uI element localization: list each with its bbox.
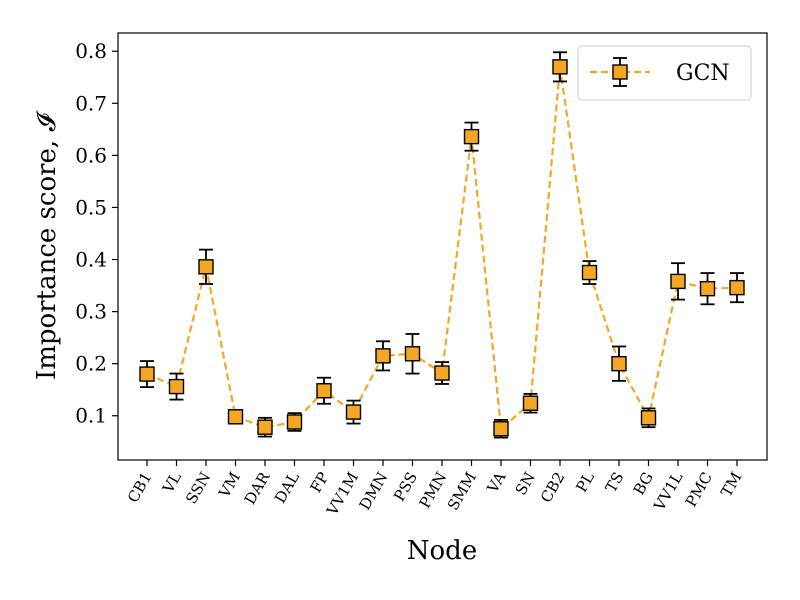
legend-marker: [612, 64, 628, 80]
data-marker: [316, 383, 332, 399]
x-tick-label: VV1L: [650, 469, 687, 515]
data-point-vv1l: [670, 262, 686, 301]
data-point-vl: [168, 372, 185, 401]
data-marker: [286, 414, 303, 430]
data-point-dar: [257, 416, 273, 438]
y-tick-label: 0.8: [75, 39, 107, 63]
data-marker: [463, 128, 480, 145]
data-point-cb2: [552, 51, 568, 83]
data-point-sn: [522, 392, 539, 414]
data-point-pl: [581, 260, 598, 285]
data-point-tm: [729, 272, 745, 304]
x-tick-label: CB2: [537, 469, 569, 506]
x-tick-label: DAL: [271, 469, 303, 506]
data-point-ts: [611, 345, 627, 382]
x-tick-label: TM: [717, 469, 745, 500]
x-tick-label: DAR: [241, 468, 274, 507]
data-point-cb1: [139, 360, 155, 388]
data-point-bg: [640, 407, 657, 429]
y-tick-label: 0.4: [75, 248, 107, 272]
data-marker: [375, 348, 391, 364]
data-marker: [257, 419, 273, 435]
plot-area: [118, 33, 767, 460]
data-marker: [581, 264, 598, 281]
data-marker: [198, 259, 214, 275]
legend-label-gcn: GCN: [676, 61, 730, 86]
data-marker: [227, 409, 244, 425]
y-tick-label: 0.5: [75, 195, 107, 219]
x-tick-label: BG: [630, 469, 657, 498]
y-tick-label: 0.7: [75, 91, 107, 115]
x-tick-label: SN: [512, 469, 539, 498]
x-tick-label: SSN: [182, 469, 214, 507]
x-tick-label: DMN: [356, 469, 392, 513]
y-tick-label: 0.1: [75, 404, 107, 428]
data-point-va: [493, 419, 509, 439]
data-marker: [640, 410, 657, 426]
series-layer: [139, 51, 745, 439]
x-tick-label: PL: [572, 469, 598, 495]
data-marker: [670, 273, 686, 290]
x-tick-label: PSS: [390, 469, 421, 504]
data-point-vv1m: [345, 399, 362, 425]
x-tick-label: FP: [307, 469, 333, 496]
x-tick-label: PMC: [682, 469, 716, 510]
data-marker: [434, 365, 450, 381]
x-tick-label: SMM: [444, 469, 480, 514]
y-tick-label: 0.6: [75, 143, 107, 167]
x-tick-label: VA: [483, 469, 509, 497]
data-point-pmc: [699, 272, 716, 306]
data-marker: [729, 279, 745, 296]
data-point-pmn: [434, 361, 450, 385]
x-tick-label: VL: [158, 469, 185, 497]
data-marker: [168, 378, 185, 395]
y-axis-label: Importance score, 𝓘: [32, 111, 62, 380]
data-point-pss: [404, 333, 421, 375]
legend: GCN: [577, 45, 752, 101]
data-marker: [699, 280, 716, 297]
y-tick-label: 0.3: [75, 300, 107, 324]
x-tick-label: CB1: [124, 469, 156, 506]
data-marker: [345, 404, 362, 420]
data-marker: [552, 59, 568, 75]
y-axis: 0.1 0.2 0.3 0.4 0.5 0.6 0.7 0.8: [75, 39, 118, 428]
data-point-ssn: [198, 248, 214, 285]
data-marker: [139, 366, 155, 382]
y-tick-label: 0.2: [75, 352, 107, 376]
data-point-dmn: [375, 340, 391, 372]
data-point-fp: [316, 376, 332, 405]
x-tick-label: VM: [215, 469, 244, 502]
x-axis-label: Node: [407, 536, 477, 566]
data-point-smm: [463, 121, 480, 152]
data-marker: [493, 421, 509, 437]
data-marker: [611, 355, 627, 372]
data-marker: [404, 346, 421, 362]
data-point-dal: [286, 412, 303, 432]
data-marker: [522, 395, 539, 411]
x-tick-label: TS: [602, 469, 628, 496]
data-point-vm: [227, 409, 244, 425]
